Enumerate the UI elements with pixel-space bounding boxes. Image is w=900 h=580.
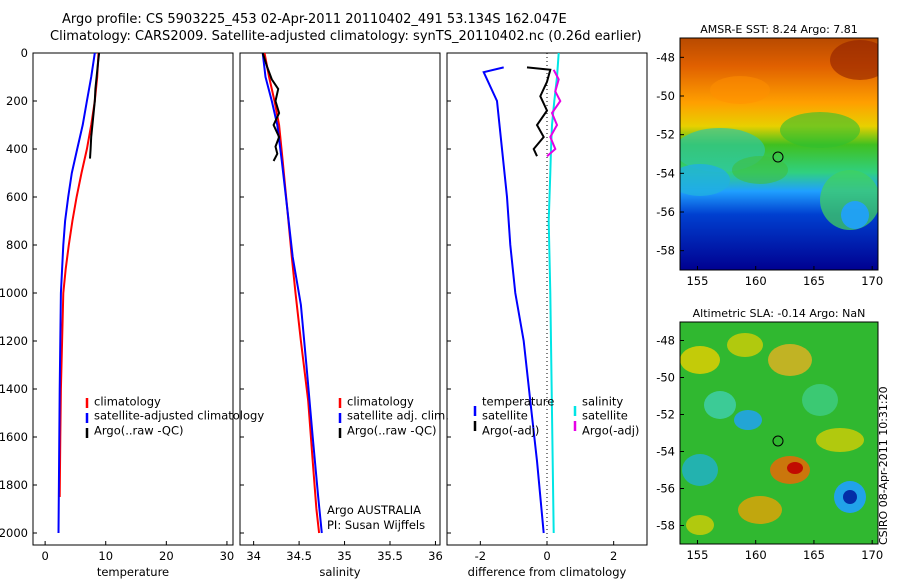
sla-argo-marker	[772, 435, 784, 447]
y-tick-label: 600	[6, 190, 28, 204]
sst-map-panel: AMSR-E SST: 8.24 Argo: 7.81 155 160 165 170…	[656, 23, 883, 288]
y-tick-label: 0	[21, 46, 28, 60]
sla-map-texture	[680, 333, 866, 535]
x-tick-label: 35.5	[377, 549, 403, 563]
x-axis-label: salinity	[319, 565, 360, 579]
annotation-pi: PI: Susan Wijffels	[327, 518, 425, 532]
legend-label: climatology	[94, 395, 161, 409]
x-tick-label: 35	[337, 549, 352, 563]
sst-map-xaxis: 155 160 165 170	[686, 266, 883, 288]
legend-heading-salinity: salinity	[582, 395, 623, 409]
legend-label: climatology	[347, 395, 414, 409]
legend-label: satellite	[482, 409, 528, 423]
sla-map-panel: Altimetric SLA: -0.14 Argo: NaN 155 160 16…	[656, 307, 883, 562]
y-tick-label: -48	[656, 334, 675, 348]
x-tick-label: 36	[428, 549, 443, 563]
y-tick-label: -56	[656, 482, 675, 496]
x-axis-label: temperature	[97, 565, 169, 579]
difference-legend: temperature satellite Argo(-adj) salinit…	[473, 395, 639, 438]
legend-label: satellite adj. clim.	[347, 409, 449, 423]
x-tick-label: 34	[246, 549, 261, 563]
y-tick-label: -58	[656, 519, 675, 533]
x-tick-label: 170	[861, 548, 883, 562]
salinity-panel: 34 34.5 35 35.5 36 salinity	[239, 52, 443, 579]
difference-panel: -2 0 2 difference from climatology	[446, 52, 648, 579]
sst-map-title: AMSR-E SST: 8.24 Argo: 7.81	[700, 23, 858, 36]
y-tick-label: -58	[656, 244, 675, 258]
y-tick-label: -50	[656, 89, 675, 103]
figure-title-line2: Climatology: CARS2009. Satellite-adjuste…	[50, 29, 642, 44]
x-tick-label: 0	[543, 549, 550, 563]
x-tick-label: 160	[745, 548, 767, 562]
x-tick-label: 155	[686, 548, 708, 562]
y-tick-label: 1000	[0, 286, 28, 300]
y-tick-label: 800	[6, 238, 28, 252]
y-tick-label: 1200	[0, 334, 28, 348]
y-tick-label: -52	[656, 408, 675, 422]
y-tick-label: 2000	[0, 526, 28, 540]
series-line-temperature-satellite	[482, 66, 545, 534]
legend-label: Argo(..raw -QC)	[347, 424, 437, 438]
y-tick-label: -54	[656, 445, 675, 459]
x-tick-label: 0	[41, 549, 48, 563]
x-tick-label: 34.5	[286, 549, 312, 563]
sla-map-title: Altimetric SLA: -0.14 Argo: NaN	[693, 307, 866, 320]
x-tick-label: 165	[803, 274, 825, 288]
plot-frame	[32, 52, 234, 546]
y-tick-label: 1400	[0, 382, 28, 396]
x-tick-label: 2	[610, 549, 617, 563]
temperature-legend: climatology satellite-adjusted climatolo…	[85, 395, 264, 438]
y-tick-label: 1600	[0, 430, 28, 444]
series-line-salinity-argo-adj-	[546, 69, 562, 157]
x-tick-label: 10	[98, 549, 113, 563]
plot-frame	[239, 52, 441, 546]
y-tick-label: -54	[656, 166, 675, 180]
series-line-satellite-adjusted-climatology	[57, 52, 96, 534]
legend-label: Argo(-adj)	[482, 424, 539, 438]
legend-label: satellite-adjusted climatology	[94, 409, 264, 423]
sla-map-yaxis: -48 -50 -52 -54 -56 -58	[656, 334, 684, 533]
x-tick-label: 30	[220, 549, 235, 563]
sst-argo-marker	[772, 151, 784, 163]
series-line-temperature-argo-adj-	[526, 66, 552, 157]
y-tick-label: -50	[656, 371, 675, 385]
series-line-argo-raw-qc-	[89, 52, 101, 159]
figure-title-line1: Argo profile: CS 5903225_453 02-Apr-2011…	[62, 12, 567, 27]
annotation-agency: Argo AUSTRALIA	[327, 503, 421, 517]
y-tick-label: -52	[656, 128, 675, 142]
legend-heading-temperature: temperature	[482, 395, 554, 409]
temperature-panel: 0 10 20 30 0 200 400 600 800 1000 1200 1400 1600 1800…	[0, 46, 234, 579]
y-tick-label: 1800	[0, 478, 28, 492]
series-line-satellite-adj-clim-	[261, 52, 323, 534]
sla-map-xaxis: 155 160 165 170	[686, 540, 883, 562]
y-tick-label: 200	[6, 94, 28, 108]
y-tick-label: -56	[656, 205, 675, 219]
salinity-legend: climatology satellite adj. clim. Argo(..…	[327, 395, 449, 533]
plot-frame	[446, 52, 648, 546]
x-tick-label: -2	[475, 549, 486, 563]
x-tick-label: 165	[803, 548, 825, 562]
x-axis-label: difference from climatology	[468, 565, 627, 579]
timestamp-stamp: CSIRO 08-Apr-2011 10:31:20	[877, 386, 890, 545]
x-tick-label: 20	[159, 549, 174, 563]
legend-label: satellite	[582, 409, 628, 423]
y-tick-label: -48	[656, 50, 675, 64]
legend-label: Argo(-adj)	[582, 424, 639, 438]
x-tick-label: 160	[745, 274, 767, 288]
legend-label: Argo(..raw -QC)	[94, 424, 184, 438]
sst-map-texture	[680, 40, 878, 230]
x-tick-label: 155	[686, 274, 708, 288]
sst-map-yaxis: -48 -50 -52 -54 -56 -58	[656, 50, 684, 258]
x-tick-label: 170	[861, 274, 883, 288]
series-line-argo-raw-qc-	[261, 52, 281, 162]
y-tick-label: 400	[6, 142, 28, 156]
